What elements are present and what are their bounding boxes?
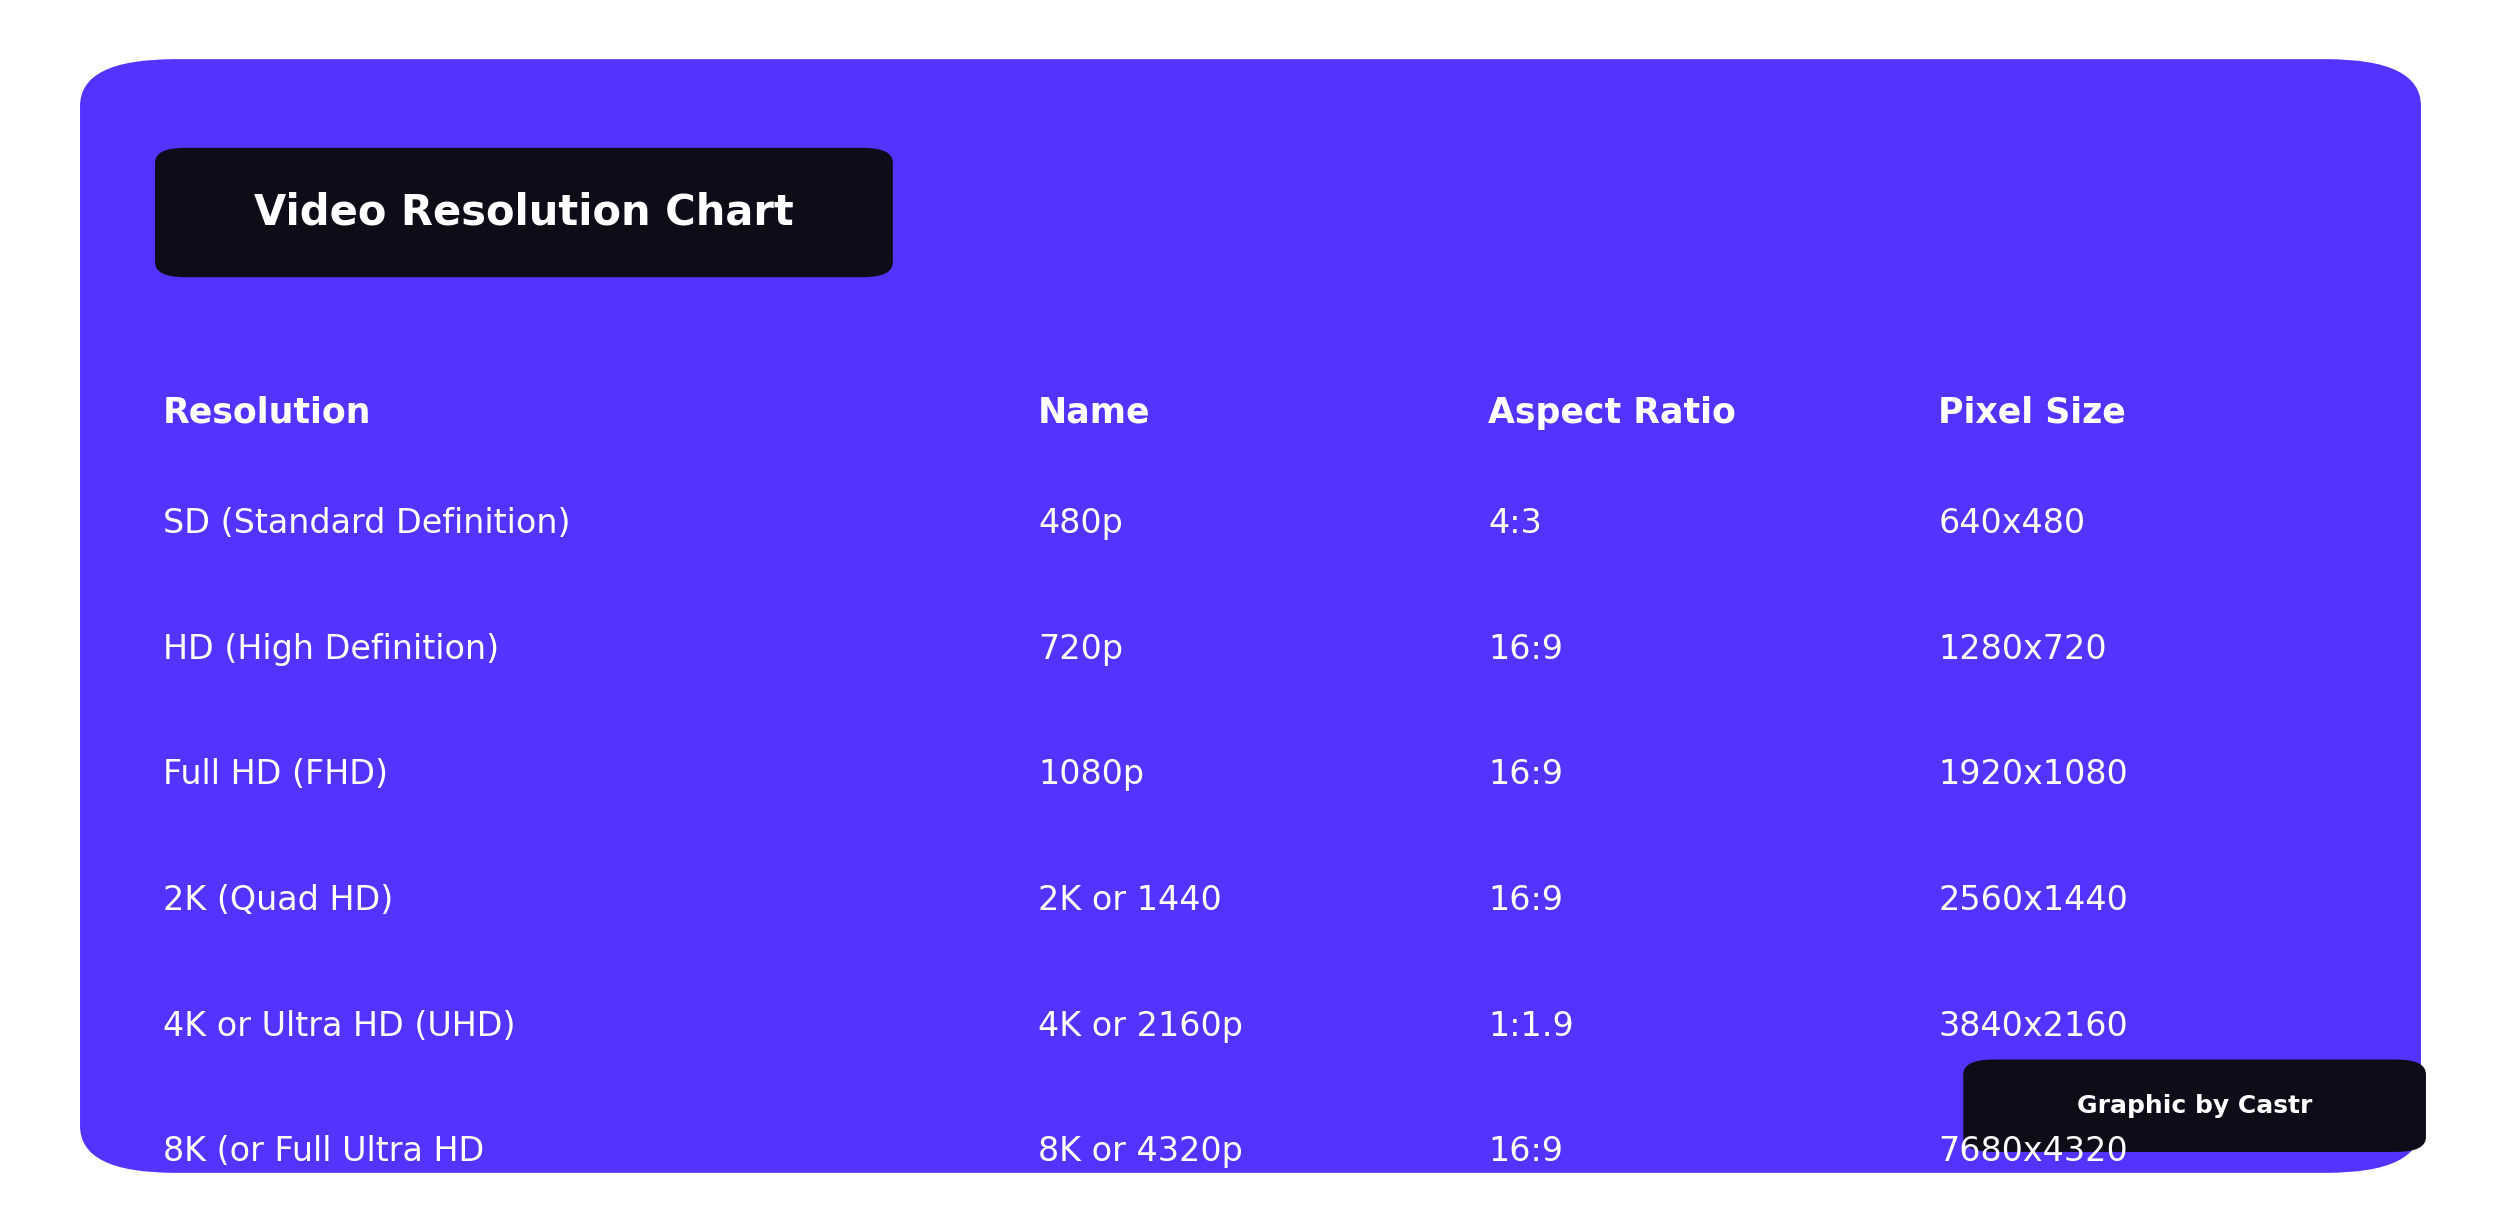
Text: 8K or 4320p: 8K or 4320p (1038, 1136, 1243, 1168)
Text: HD (High Definition): HD (High Definition) (163, 633, 498, 665)
Text: 2K (Quad HD): 2K (Quad HD) (163, 885, 393, 917)
Text: 1080p: 1080p (1038, 759, 1143, 791)
Text: 7680x4320: 7680x4320 (1938, 1136, 2128, 1168)
Text: SD (Standard Definition): SD (Standard Definition) (163, 508, 570, 540)
Text: Pixel Size: Pixel Size (1938, 395, 2126, 430)
Text: 1280x720: 1280x720 (1938, 633, 2106, 665)
Text: 16:9: 16:9 (1488, 759, 1563, 791)
Text: Resolution: Resolution (163, 395, 370, 430)
Text: Full HD (FHD): Full HD (FHD) (163, 759, 388, 791)
Text: 2560x1440: 2560x1440 (1938, 885, 2128, 917)
Text: 4K or 2160p: 4K or 2160p (1038, 1010, 1243, 1042)
Text: Graphic by Castr: Graphic by Castr (2076, 1094, 2313, 1117)
Text: 640x480: 640x480 (1938, 508, 2086, 540)
FancyBboxPatch shape (80, 59, 2421, 1173)
FancyBboxPatch shape (155, 148, 893, 277)
Text: 4:3: 4:3 (1488, 508, 1541, 540)
Text: Video Resolution Chart: Video Resolution Chart (255, 191, 793, 234)
Text: 4K or Ultra HD (UHD): 4K or Ultra HD (UHD) (163, 1010, 515, 1042)
Text: 2K or 1440: 2K or 1440 (1038, 885, 1220, 917)
Text: 16:9: 16:9 (1488, 885, 1563, 917)
Text: 16:9: 16:9 (1488, 633, 1563, 665)
Text: 1920x1080: 1920x1080 (1938, 759, 2128, 791)
Text: Name: Name (1038, 395, 1150, 430)
Text: 3840x2160: 3840x2160 (1938, 1010, 2128, 1042)
Text: 16:9: 16:9 (1488, 1136, 1563, 1168)
FancyBboxPatch shape (1963, 1060, 2426, 1152)
Text: 480p: 480p (1038, 508, 1123, 540)
Text: 720p: 720p (1038, 633, 1123, 665)
Text: Aspect Ratio: Aspect Ratio (1488, 395, 1736, 430)
Text: 8K (or Full Ultra HD: 8K (or Full Ultra HD (163, 1136, 483, 1168)
Text: 1:1.9: 1:1.9 (1488, 1010, 1573, 1042)
